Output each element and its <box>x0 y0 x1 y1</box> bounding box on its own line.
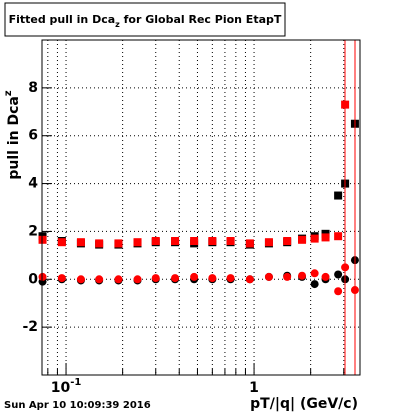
marker-square <box>245 239 254 248</box>
marker-circle <box>245 275 254 284</box>
marker-circle <box>95 275 104 284</box>
footer: Sun Apr 10 10:09:39 2016 <box>4 400 151 411</box>
plot-area: -2 0 2 4 6 8 10-1 1 <box>22 40 360 396</box>
y-label-sub: z <box>3 90 14 96</box>
marker-circle <box>190 272 199 281</box>
x-tick-label: 10-1 <box>51 377 82 396</box>
marker-circle <box>57 274 66 283</box>
marker-square <box>208 237 217 245</box>
marker-circle <box>334 270 343 279</box>
x-axis-label: pT/|q| (GeV/c) <box>250 396 358 412</box>
marker-circle <box>310 269 319 278</box>
marker-circle <box>114 275 123 284</box>
marker-square <box>95 239 104 248</box>
x-tick-base: 10 <box>51 380 71 396</box>
title-box <box>4 2 286 37</box>
marker-circle <box>133 275 142 284</box>
marker-square <box>321 233 330 242</box>
marker-circle <box>38 272 47 281</box>
marker-circle <box>151 274 160 283</box>
x-tick-exponent: -1 <box>70 377 81 388</box>
y-tick-label: 4 <box>28 176 38 192</box>
marker-square <box>151 237 160 245</box>
marker-square <box>310 234 319 243</box>
marker-circle <box>226 274 235 283</box>
marker-circle <box>208 274 217 283</box>
marker-circle <box>321 272 330 281</box>
marker-square <box>38 235 47 244</box>
marker-square <box>298 235 307 244</box>
marker-square <box>226 237 235 245</box>
marker-circle <box>264 272 273 281</box>
marker-circle <box>171 274 180 283</box>
title-rest: for Global Rec Pion EtapT <box>120 13 282 26</box>
marker-circle <box>334 287 343 296</box>
marker-square <box>76 238 85 247</box>
marker-circle <box>283 272 292 281</box>
marker-square <box>334 191 343 200</box>
marker-circle <box>76 275 85 284</box>
y-tick-label: 0 <box>28 271 38 287</box>
y-tick-label: 6 <box>28 128 38 144</box>
x-tick-label: 1 <box>249 380 259 396</box>
title-main: Fitted pull in Dca <box>9 13 116 26</box>
marker-square <box>190 237 199 245</box>
y-label-main: pull in Dca <box>6 96 22 179</box>
marker-circle <box>298 271 307 280</box>
chart-title: Fitted pull in Dcaz for Global Rec Pion … <box>9 13 282 29</box>
frame <box>41 39 361 376</box>
marker-square <box>57 238 66 247</box>
title-sub: z <box>115 20 120 29</box>
y-tick-label: 2 <box>28 223 38 239</box>
y-tick-label: -2 <box>22 319 38 335</box>
y-axis-label: pull in Dcaz <box>3 90 22 179</box>
marker-circle <box>310 280 319 289</box>
marker-square <box>264 238 273 247</box>
y-tick-label: 8 <box>28 80 38 96</box>
marker-square <box>283 237 292 245</box>
marker-square <box>334 232 343 241</box>
marker-square <box>114 239 123 248</box>
marker-square <box>133 238 142 247</box>
marker-square <box>171 237 180 245</box>
